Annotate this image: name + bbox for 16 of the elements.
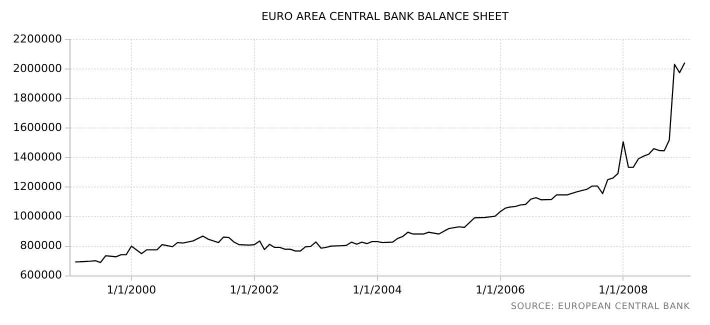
- y-tick-label: 1400000: [12, 150, 62, 164]
- x-tick-label: 1/1/2006: [476, 283, 526, 296]
- x-tick-label: 1/1/2008: [598, 283, 648, 296]
- source-note: SOURCE: EUROPEAN CENTRAL BANK: [510, 302, 690, 312]
- y-tick-label: 1800000: [12, 92, 62, 105]
- x-tick-label: 1/1/2002: [230, 283, 280, 296]
- y-tick-label: 1200000: [12, 180, 62, 194]
- y-tick-label: 2000000: [12, 62, 62, 75]
- x-tick-label: 1/1/2004: [352, 283, 402, 296]
- y-tick-label: 600000: [20, 268, 62, 282]
- y-tick-label: 2200000: [12, 32, 62, 46]
- chart-title: EURO AREA CENTRAL BANK BALANCE SHEET: [260, 10, 510, 23]
- y-tick-label: 1600000: [12, 121, 62, 134]
- y-tick-label: 1000000: [12, 210, 62, 223]
- y-tick-label: 800000: [20, 239, 62, 252]
- x-tick-label: 1/1/2000: [106, 283, 156, 296]
